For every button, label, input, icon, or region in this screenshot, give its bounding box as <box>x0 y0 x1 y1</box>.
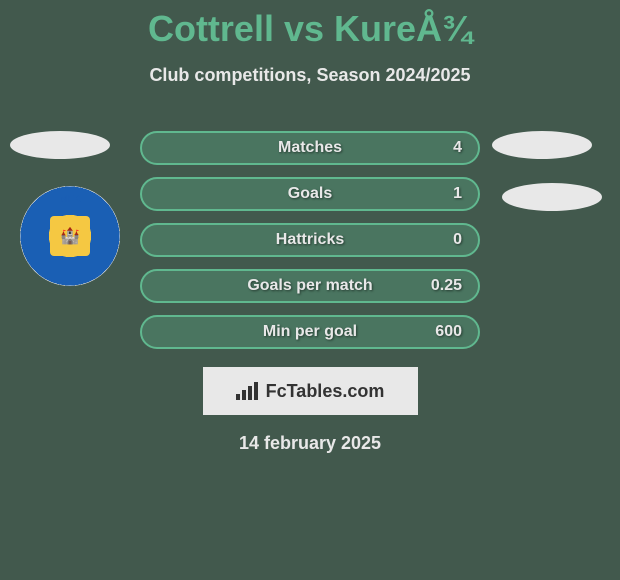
stat-bar-goals: Goals 1 <box>140 177 480 211</box>
date-text: 14 february 2025 <box>0 433 620 454</box>
player-right-avatar-placeholder-2 <box>502 183 602 211</box>
stat-value: 1 <box>453 185 462 203</box>
stat-label: Goals <box>288 185 332 203</box>
page-title: Cottrell vs KureÅ¾ <box>0 0 620 50</box>
player-left-avatar-placeholder <box>10 131 110 159</box>
stat-label: Matches <box>278 139 342 157</box>
badge-text-top: MFK <box>59 194 81 205</box>
content-area: MFK 🏰 Matches 4 Goals 1 Hattricks 0 Goal… <box>0 131 620 454</box>
fctables-brand-box[interactable]: FcTables.com <box>203 367 418 415</box>
stat-value: 0 <box>453 231 462 249</box>
page-subtitle: Club competitions, Season 2024/2025 <box>0 65 620 86</box>
stat-label: Min per goal <box>263 323 357 341</box>
stat-value: 4 <box>453 139 462 157</box>
brand-text: FcTables.com <box>266 381 385 402</box>
stat-bar-hattricks: Hattricks 0 <box>140 223 480 257</box>
club-badge: MFK 🏰 <box>20 186 120 286</box>
player-right-avatar-placeholder-1 <box>492 131 592 159</box>
castle-icon: 🏰 <box>60 226 80 246</box>
stat-bar-min-per-goal: Min per goal 600 <box>140 315 480 349</box>
stat-bar-matches: Matches 4 <box>140 131 480 165</box>
stat-value: 600 <box>435 323 462 341</box>
stat-label: Goals per match <box>247 277 372 295</box>
bar-chart-icon <box>236 382 258 400</box>
stats-container: Matches 4 Goals 1 Hattricks 0 Goals per … <box>140 131 480 349</box>
badge-inner-shield: 🏰 <box>50 216 90 256</box>
stat-bar-goals-per-match: Goals per match 0.25 <box>140 269 480 303</box>
stat-value: 0.25 <box>431 277 462 295</box>
stat-label: Hattricks <box>276 231 344 249</box>
